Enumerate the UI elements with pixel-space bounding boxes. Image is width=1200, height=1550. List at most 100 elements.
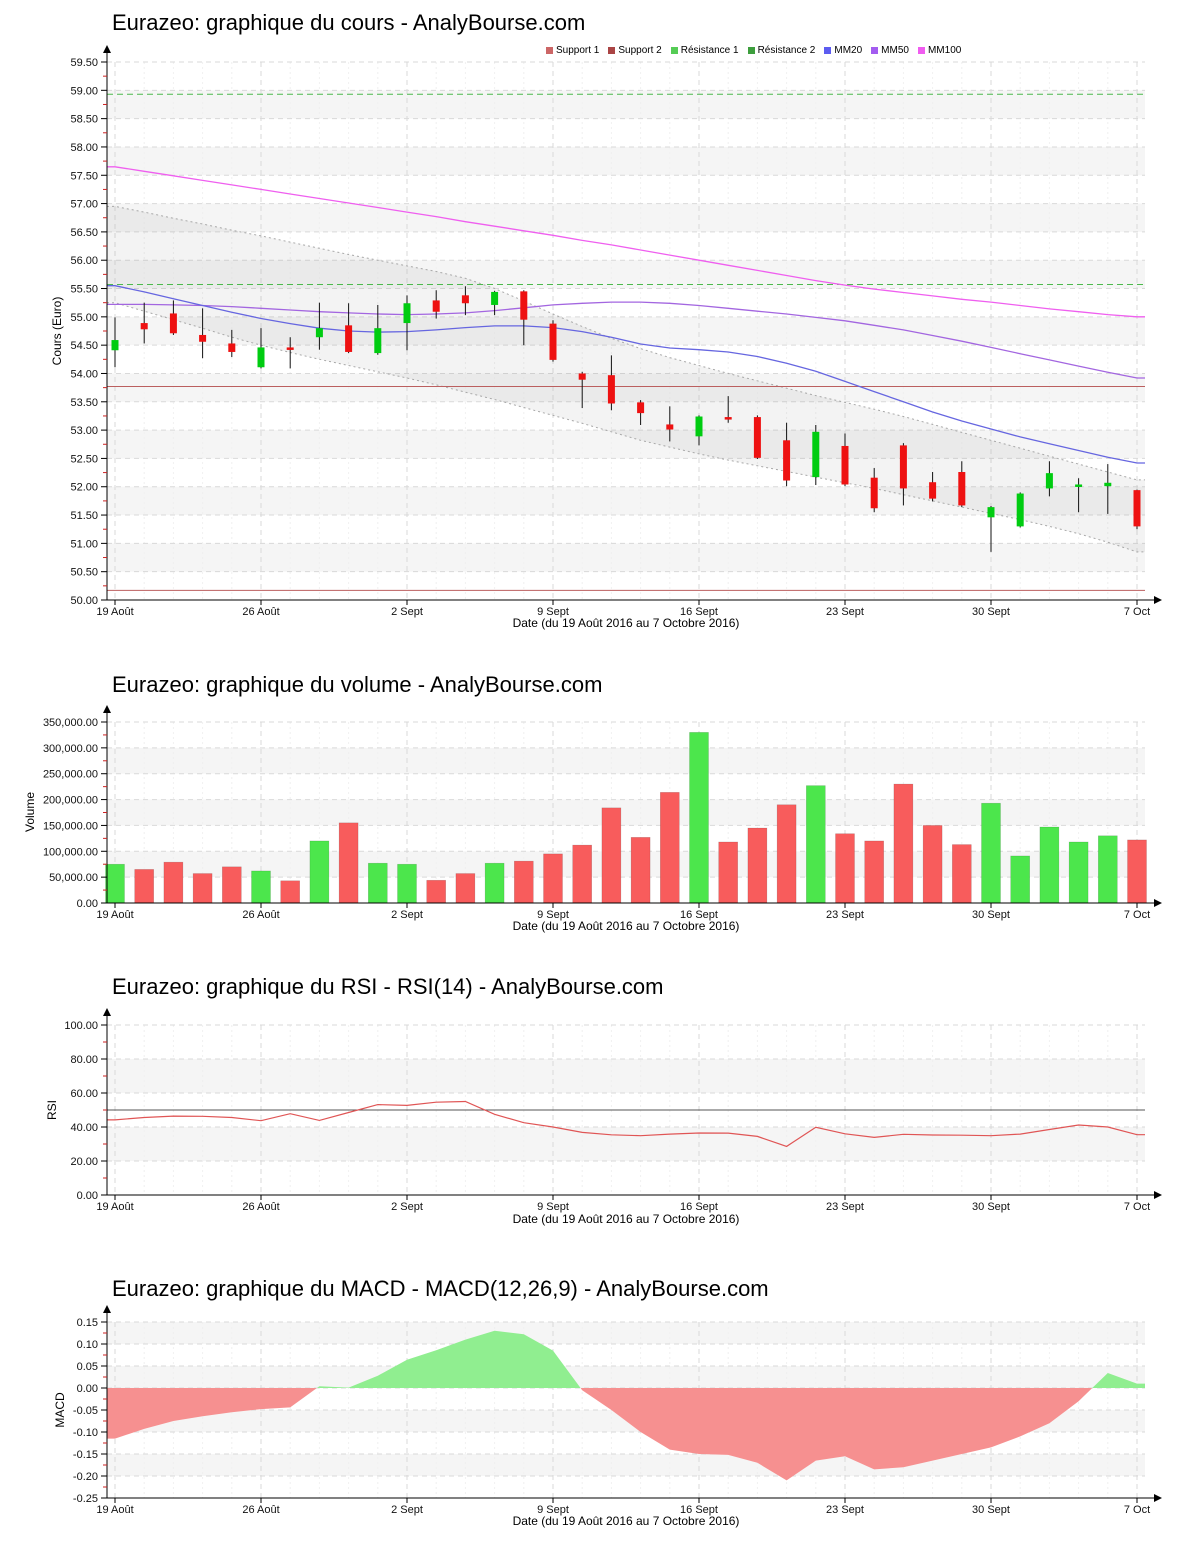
- svg-text:51.00: 51.00: [70, 538, 98, 550]
- legend-swatch: [608, 47, 616, 54]
- macd-y-axis-title: MACD: [53, 1392, 67, 1428]
- svg-text:58.00: 58.00: [70, 142, 98, 154]
- rsi-line: [107, 1100, 1145, 1148]
- svg-text:54.00: 54.00: [70, 368, 98, 380]
- svg-text:0.00: 0.00: [77, 898, 98, 910]
- svg-text:30 Sept: 30 Sept: [972, 909, 1010, 921]
- svg-text:51.50: 51.50: [70, 510, 98, 522]
- svg-text:2 Sept: 2 Sept: [391, 1201, 423, 1213]
- svg-text:19 Août: 19 Août: [96, 1504, 133, 1516]
- svg-text:55.00: 55.00: [70, 312, 98, 324]
- svg-text:-0.25: -0.25: [73, 1493, 98, 1505]
- svg-text:350,000.00: 350,000.00: [43, 717, 98, 729]
- legend-item-mm100: MM100: [917, 45, 962, 56]
- svg-text:50.50: 50.50: [70, 567, 98, 579]
- volume-bars: [105, 732, 1147, 904]
- svg-text:-0.10: -0.10: [73, 1427, 98, 1439]
- svg-text:57.00: 57.00: [70, 199, 98, 211]
- legend-label: Résistance 1: [680, 45, 739, 56]
- svg-text:2 Sept: 2 Sept: [391, 1504, 423, 1516]
- price-chart-legend: Support 1 Support 2 Résistance 1 Résistance…: [546, 45, 961, 56]
- svg-text:250,000.00: 250,000.00: [43, 769, 98, 781]
- svg-text:80.00: 80.00: [70, 1054, 98, 1066]
- svg-text:16 Sept: 16 Sept: [680, 1504, 718, 1516]
- rsi-y-axis-title: RSI: [45, 1099, 59, 1121]
- svg-text:40.00: 40.00: [70, 1122, 98, 1134]
- legend-label: MM20: [834, 45, 863, 56]
- price-chart-title: Eurazeo: graphique du cours - AnalyBours…: [112, 10, 586, 35]
- svg-text:23 Sept: 23 Sept: [826, 1504, 864, 1516]
- volume-plot: 350,000.00 300,000.00 250,000.00 200,000.00…: [43, 705, 1162, 921]
- volume-chart-title: Eurazeo: graphique du volume - AnalyBour…: [112, 672, 603, 697]
- legend-item-r-sistance-2: Résistance 2: [747, 45, 816, 56]
- legend-item-support-2: Support 2: [608, 45, 662, 56]
- svg-text:-0.15: -0.15: [73, 1449, 98, 1461]
- mm100-line: [107, 166, 1145, 318]
- macd-chart-title: Eurazeo: graphique du MACD - MACD(12,26,…: [112, 1276, 769, 1301]
- legend-swatch: [824, 47, 832, 54]
- svg-text:19 Août: 19 Août: [96, 909, 133, 921]
- deviation-channel-upper: [107, 205, 1145, 481]
- svg-text:2 Sept: 2 Sept: [391, 606, 423, 618]
- svg-text:0.10: 0.10: [77, 1339, 98, 1351]
- svg-text:16 Sept: 16 Sept: [680, 909, 718, 921]
- deviation-channel-fill: [107, 206, 1145, 552]
- svg-text:50,000.00: 50,000.00: [49, 872, 98, 884]
- price-x-axis-title: Date (du 19 Août 2016 au 7 Octobre 2016): [512, 616, 740, 630]
- deviation-channel-lower: [107, 302, 1145, 553]
- legend-swatch: [670, 47, 678, 54]
- svg-text:52.50: 52.50: [70, 453, 98, 465]
- legend-swatch: [871, 47, 879, 54]
- legend-swatch: [546, 47, 553, 54]
- legend-swatch: [917, 47, 925, 54]
- legend-label: MM100: [927, 45, 962, 56]
- svg-text:30 Sept: 30 Sept: [972, 1504, 1010, 1516]
- legend-label: Support 2: [618, 45, 662, 56]
- svg-text:16 Sept: 16 Sept: [680, 606, 718, 618]
- svg-text:0.00: 0.00: [77, 1383, 98, 1395]
- svg-text:54.50: 54.50: [70, 340, 98, 352]
- candlesticks: [111, 286, 1141, 552]
- svg-text:57.50: 57.50: [70, 170, 98, 182]
- svg-text:0.05: 0.05: [77, 1361, 98, 1373]
- macd-plot: 0.15 0.10 0.05 0.00 -0.05 -0.10 -0.15 -0.20 -0.2…: [73, 1305, 1162, 1516]
- volume-y-axis-title: Volume: [23, 791, 37, 833]
- svg-text:59.00: 59.00: [70, 85, 98, 97]
- svg-text:-0.05: -0.05: [73, 1405, 98, 1417]
- mm50-line: [107, 301, 1145, 379]
- macd-x-axis-title: Date (du 19 Août 2016 au 7 Octobre 2016): [512, 1514, 740, 1528]
- svg-text:23 Sept: 23 Sept: [826, 909, 864, 921]
- svg-text:7 Oct: 7 Oct: [1124, 1201, 1150, 1213]
- svg-text:26 Août: 26 Août: [242, 1201, 279, 1213]
- svg-text:52.00: 52.00: [70, 482, 98, 494]
- svg-text:19 Août: 19 Août: [96, 1201, 133, 1213]
- legend-label: Résistance 2: [757, 45, 816, 56]
- svg-text:30 Sept: 30 Sept: [972, 606, 1010, 618]
- svg-text:26 Août: 26 Août: [242, 1504, 279, 1516]
- svg-text:56.50: 56.50: [70, 227, 98, 239]
- svg-text:53.50: 53.50: [70, 397, 98, 409]
- svg-text:9 Sept: 9 Sept: [537, 1201, 569, 1213]
- svg-text:20.00: 20.00: [70, 1156, 98, 1168]
- svg-text:58.50: 58.50: [70, 114, 98, 126]
- rsi-x-axis-title: Date (du 19 Août 2016 au 7 Octobre 2016): [512, 1212, 740, 1226]
- price-plot: 59.50 59.00 58.50 58.00 57.50 57.00 56.50 56.00…: [70, 45, 1162, 618]
- svg-text:200,000.00: 200,000.00: [43, 795, 98, 807]
- svg-text:7 Oct: 7 Oct: [1124, 606, 1150, 618]
- rsi-chart-title: Eurazeo: graphique du RSI - RSI(14) - An…: [112, 974, 664, 999]
- legend-swatch: [747, 47, 755, 54]
- svg-text:26 Août: 26 Août: [242, 909, 279, 921]
- svg-text:9 Sept: 9 Sept: [537, 909, 569, 921]
- svg-text:50.00: 50.00: [70, 595, 98, 607]
- svg-text:55.50: 55.50: [70, 284, 98, 296]
- svg-text:0.00: 0.00: [77, 1190, 98, 1202]
- svg-text:150,000.00: 150,000.00: [43, 820, 98, 832]
- svg-text:0.15: 0.15: [77, 1317, 98, 1329]
- svg-text:100.00: 100.00: [64, 1020, 98, 1032]
- legend-label: Support 1: [556, 45, 600, 56]
- legend-item-mm20: MM20: [824, 45, 862, 56]
- legend-label: MM50: [881, 45, 909, 56]
- volume-x-axis-title: Date (du 19 Août 2016 au 7 Octobre 2016): [512, 919, 740, 933]
- svg-text:2 Sept: 2 Sept: [391, 909, 423, 921]
